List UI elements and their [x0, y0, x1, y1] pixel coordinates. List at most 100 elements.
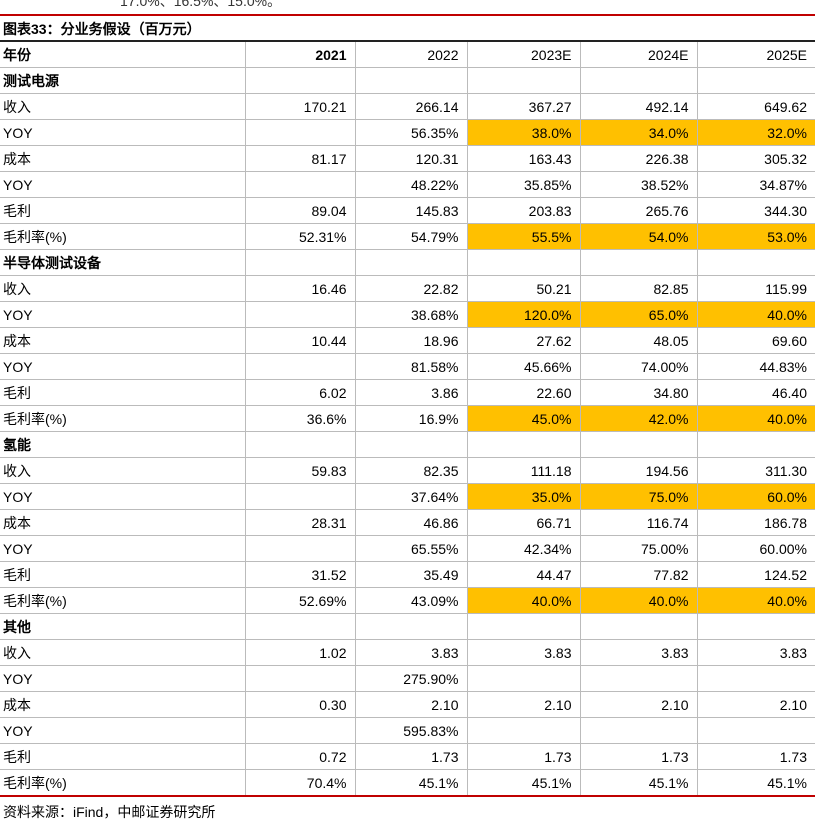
cell: 46.40: [696, 379, 815, 406]
data-row: YOY 56.35% 38.0% 34.0% 32.0%: [0, 119, 815, 146]
header-cell: 2025E: [696, 40, 815, 68]
cell: 31.52: [244, 561, 356, 588]
cell: [466, 67, 581, 94]
section-row: 其他: [0, 613, 815, 640]
cell: 66.71: [466, 509, 581, 536]
cell: 34.0%: [579, 119, 698, 146]
cell: 59.83: [244, 457, 356, 484]
cell: 54.0%: [579, 223, 698, 250]
row-label: YOY: [0, 717, 246, 744]
cell: [466, 613, 581, 640]
cell: 46.86: [354, 509, 468, 536]
cell: 48.22%: [354, 171, 468, 198]
cell: 34.80: [579, 379, 698, 406]
cell: 75.0%: [579, 483, 698, 510]
section-row: 测试电源: [0, 67, 815, 94]
cell: 595.83%: [354, 717, 468, 744]
cell: 65.0%: [579, 301, 698, 328]
row-label: 毛利率(%): [0, 223, 246, 250]
cell: 124.52: [696, 561, 815, 588]
cell: [466, 431, 581, 458]
cell: 305.32: [696, 145, 815, 172]
cell: [354, 67, 468, 94]
cell: 6.02: [244, 379, 356, 406]
cell: 52.31%: [244, 223, 356, 250]
cell: 3.83: [354, 639, 468, 666]
cell: 60.0%: [696, 483, 815, 510]
cell: 45.0%: [466, 405, 581, 432]
cell: 120.31: [354, 145, 468, 172]
cell: 367.27: [466, 93, 581, 120]
cell: 116.74: [579, 509, 698, 536]
cell: 3.86: [354, 379, 468, 406]
data-row: 成本 28.31 46.86 66.71 116.74 186.78: [0, 509, 815, 536]
source-note: 资料来源：iFind，中邮证券研究所: [3, 804, 216, 820]
row-label: 其他: [0, 613, 246, 640]
intro-text: 17.0%、16.5%、15.0%。: [120, 0, 282, 9]
cell: 45.1%: [696, 769, 815, 797]
cell: 275.90%: [354, 665, 468, 692]
cell: [354, 613, 468, 640]
cell: 38.52%: [579, 171, 698, 198]
cell: 45.1%: [466, 769, 581, 797]
cell: 42.34%: [466, 535, 581, 562]
data-row: YOY 275.90%: [0, 665, 815, 692]
cell: 38.0%: [466, 119, 581, 146]
cell: [466, 665, 581, 692]
row-label: 半导体测试设备: [0, 249, 246, 276]
data-row: YOY 38.68% 120.0% 65.0% 40.0%: [0, 301, 815, 328]
cell: [696, 431, 815, 458]
row-label: YOY: [0, 665, 246, 692]
cell: 74.00%: [579, 353, 698, 380]
cell: 44.83%: [696, 353, 815, 380]
cell: 649.62: [696, 93, 815, 120]
data-row: 收入 1.02 3.83 3.83 3.83 3.83: [0, 639, 815, 666]
cell: 111.18: [466, 457, 581, 484]
cell: 265.76: [579, 197, 698, 224]
cell: 22.60: [466, 379, 581, 406]
cell: [244, 665, 356, 692]
cell: 60.00%: [696, 535, 815, 562]
cell: 40.0%: [696, 301, 815, 328]
data-row: YOY 48.22% 35.85% 38.52% 34.87%: [0, 171, 815, 198]
cell: 40.0%: [696, 587, 815, 614]
data-row: 成本 10.44 18.96 27.62 48.05 69.60: [0, 327, 815, 354]
cell: 266.14: [354, 93, 468, 120]
cell: 82.85: [579, 275, 698, 302]
data-row: YOY 595.83%: [0, 717, 815, 744]
data-row: 毛利率(%) 52.69% 43.09% 40.0% 40.0% 40.0%: [0, 587, 815, 614]
row-label: 毛利: [0, 379, 246, 406]
data-row: 毛利 6.02 3.86 22.60 34.80 46.40: [0, 379, 815, 406]
cell: [696, 665, 815, 692]
cell: 145.83: [354, 197, 468, 224]
cell: 1.02: [244, 639, 356, 666]
row-label: YOY: [0, 535, 246, 562]
row-label: 成本: [0, 509, 246, 536]
cell: 120.0%: [466, 301, 581, 328]
cell: 50.21: [466, 275, 581, 302]
cell: 38.68%: [354, 301, 468, 328]
cell: [696, 717, 815, 744]
row-label: 毛利: [0, 743, 246, 770]
cell: 2.10: [466, 691, 581, 718]
cell: 81.58%: [354, 353, 468, 380]
data-row: YOY 81.58% 45.66% 74.00% 44.83%: [0, 353, 815, 380]
cell: 22.82: [354, 275, 468, 302]
data-row: YOY 65.55% 42.34% 75.00% 60.00%: [0, 535, 815, 562]
cell: 75.00%: [579, 535, 698, 562]
cell: 1.73: [696, 743, 815, 770]
cell: 65.55%: [354, 535, 468, 562]
cell: [354, 431, 468, 458]
cell: 194.56: [579, 457, 698, 484]
cell: [244, 67, 356, 94]
cell: 3.83: [579, 639, 698, 666]
header-row: 年份 2021 2022 2023E 2024E 2025E: [0, 40, 815, 68]
cell: 203.83: [466, 197, 581, 224]
cell: 163.43: [466, 145, 581, 172]
cell: 115.99: [696, 275, 815, 302]
row-label: 收入: [0, 639, 246, 666]
cell: [466, 249, 581, 276]
cell: 43.09%: [354, 587, 468, 614]
cell: [244, 431, 356, 458]
row-label: 毛利率(%): [0, 587, 246, 614]
